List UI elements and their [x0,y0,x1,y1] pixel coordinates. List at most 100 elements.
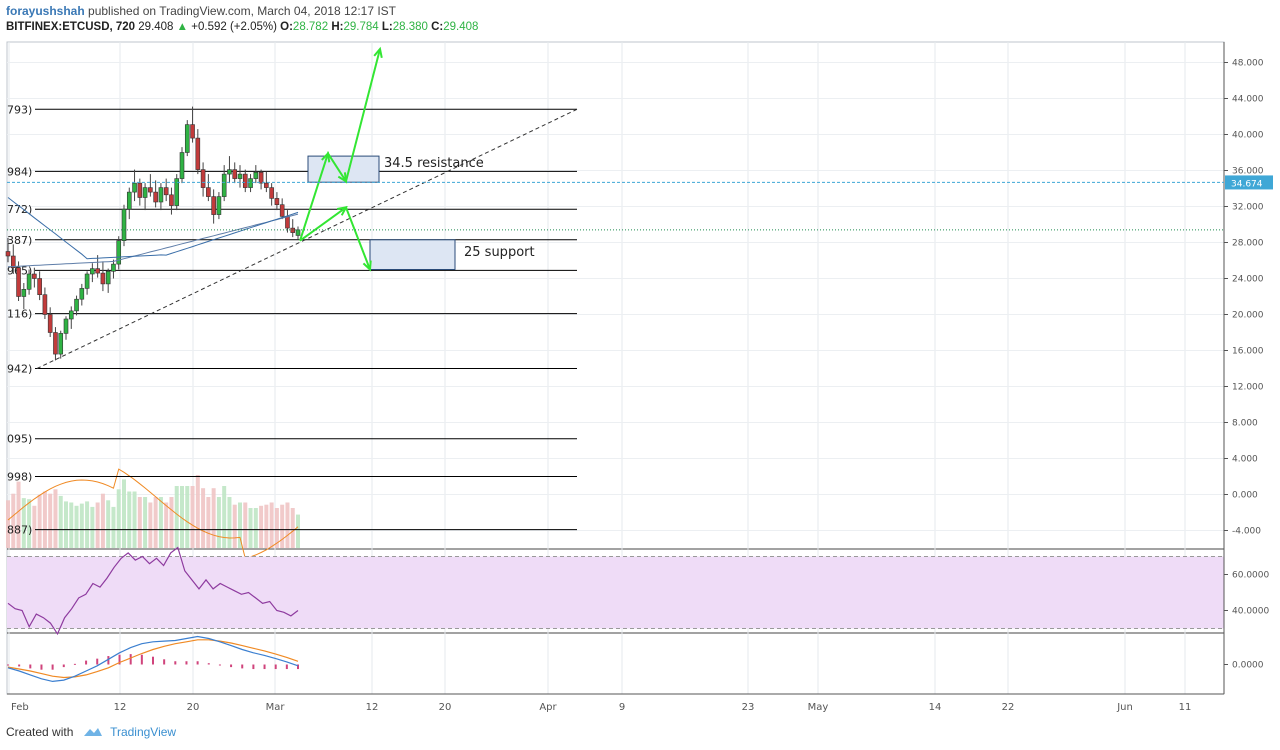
price-tick-label: 8.000 [1232,419,1258,429]
macd-histogram-bar [140,654,143,665]
volume-bar [85,501,90,548]
volume-bar [232,504,237,548]
projection-arrow-line [299,205,371,270]
moving-averages [7,197,299,268]
macd-signal-line [7,639,299,679]
fib-levels[interactable]: 793)984)772)387)965)116)942)095)998)887) [7,103,577,537]
high-value: 29.784 [343,21,379,33]
volume-bar [100,493,105,548]
volume-bar [148,502,153,548]
moving-average-line [7,197,299,260]
candle-body [285,216,290,229]
price-tick-label: 4.000 [1232,455,1258,465]
volume-bar [90,506,95,548]
macd-histogram-bar [40,664,43,670]
volume-bar [296,514,300,548]
candle-body [153,191,158,203]
candle-body [137,182,143,198]
volume-bar [180,486,184,548]
candle-body [5,251,11,257]
candle-body [206,187,211,197]
support-note: 25 support [464,245,535,260]
candle-body [126,191,132,210]
macd-histogram-bar [163,659,166,665]
price-tick-label: 12.000 [1232,383,1264,393]
price-tick-label: 20.000 [1232,311,1264,321]
candle-body [32,273,37,279]
time-tick-label: 12 [366,702,379,713]
volume-bar [158,497,163,548]
candle-body [221,173,227,197]
macd-tick-label: 0.0000 [1232,661,1264,671]
candle-body [216,196,222,215]
volume-bar [116,489,121,548]
volume-bar [169,497,174,548]
price-tick-label: 40.000 [1232,131,1264,141]
candle-body [84,273,90,289]
volume-bar [243,502,248,548]
volume-bar [264,504,269,548]
candle-body [111,263,116,272]
trendline [36,108,578,369]
tradingview-logo-icon[interactable] [83,726,103,738]
volume-bars [6,468,300,560]
time-tick-label: 23 [742,702,755,713]
macd-histogram-bar [263,664,266,670]
macd-histogram-bar [118,654,121,665]
candle-body [158,187,164,203]
volume-bar [64,501,68,548]
tradingview-brand[interactable]: TradingView [110,725,177,739]
candle-body [179,152,185,179]
volume-bar [42,491,47,548]
rsi-tick-label: 60.0000 [1232,571,1269,581]
candle-body [163,187,169,196]
macd-histogram-bar [230,664,233,668]
price-change: +0.592 (+2.05%) [191,21,277,33]
candle-body [10,255,16,268]
close-label: C: [431,21,444,33]
candle-body [26,273,32,290]
candle-body [258,172,264,184]
user-drawings[interactable]: 34.5 resistance 25 support [36,46,578,369]
arrowhead [321,151,331,163]
volume-bar [106,500,111,548]
candle-body [58,333,64,355]
low-value: 28.380 [392,21,428,33]
candle-body [95,268,100,274]
price-tick-label: 24.000 [1232,275,1264,285]
volume-bar [95,502,100,548]
arrowhead [362,260,372,272]
macd-histogram-bar [196,661,199,665]
volume-bar [69,502,74,548]
author-name[interactable]: forayushshah [6,4,85,18]
macd-histogram-bar [207,663,210,665]
chart-axes: 48.000 44.000 40.000 36.000 32.000 28.000 24.0… [7,42,1273,713]
candle-body [279,204,285,217]
publish-info: published on TradingView.com, March 04, … [88,4,396,18]
time-tick-label: 20 [187,702,200,713]
price-tick-label: 48.000 [1232,59,1264,69]
candle-body [79,288,85,300]
fib-level-label: 887) [7,524,32,537]
projection-arrow-line [299,48,381,242]
candle-body [16,267,21,297]
price-tick-label: 28.000 [1232,239,1264,249]
macd-histogram-bar [297,664,299,670]
time-tick-label: 20 [439,702,452,713]
volume-bar [248,508,253,548]
volume-bar [74,505,79,548]
macd-histogram-bar [107,656,110,665]
volume-bar [143,497,148,548]
volume-bar [58,495,63,548]
time-tick-label: Feb [11,702,29,713]
volume-bar [290,508,295,548]
symbol-label: BITFINEX:ETCUSD, 720 [6,21,136,33]
volume-bar [27,499,32,548]
volume-bar [285,502,290,548]
created-with-label: Created with [6,725,74,739]
volume-bar [111,506,116,548]
volume-bar [211,488,216,548]
macd-histogram-bar [129,654,132,665]
volume-bar [122,479,126,548]
